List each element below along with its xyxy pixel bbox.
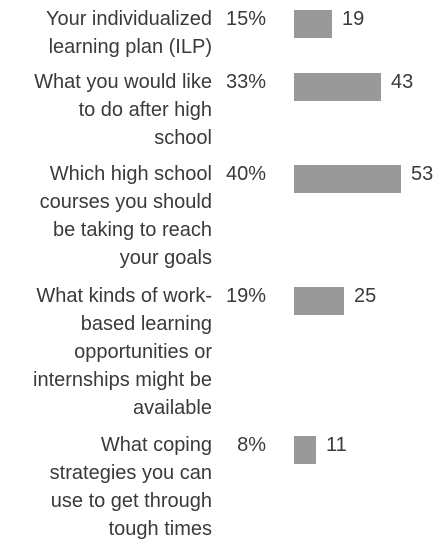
value-label: 53 — [411, 163, 434, 185]
category-label: What coping strategies you can use to ge… — [49, 434, 212, 540]
value-label: 19 — [342, 8, 365, 30]
category-label: What you would like to do after high sch… — [34, 71, 212, 149]
percent-label: 33% — [225, 71, 266, 93]
bar — [294, 165, 401, 193]
value-label: 11 — [326, 434, 347, 456]
bar — [294, 10, 332, 38]
percent-label: 19% — [225, 285, 266, 307]
value-label: 43 — [391, 71, 414, 93]
percent-label: 8% — [237, 434, 266, 456]
category-label: Which high school courses you should be … — [39, 163, 212, 269]
percent-label: 15% — [225, 8, 266, 30]
category-label: What kinds of work- based learning oppor… — [33, 285, 212, 419]
category-label: Your individualized learning plan (ILP) — [45, 8, 212, 58]
value-label: 25 — [354, 285, 377, 307]
bar — [294, 73, 381, 101]
bar — [294, 436, 316, 464]
percent-label: 40% — [225, 163, 266, 185]
bar — [294, 287, 344, 315]
